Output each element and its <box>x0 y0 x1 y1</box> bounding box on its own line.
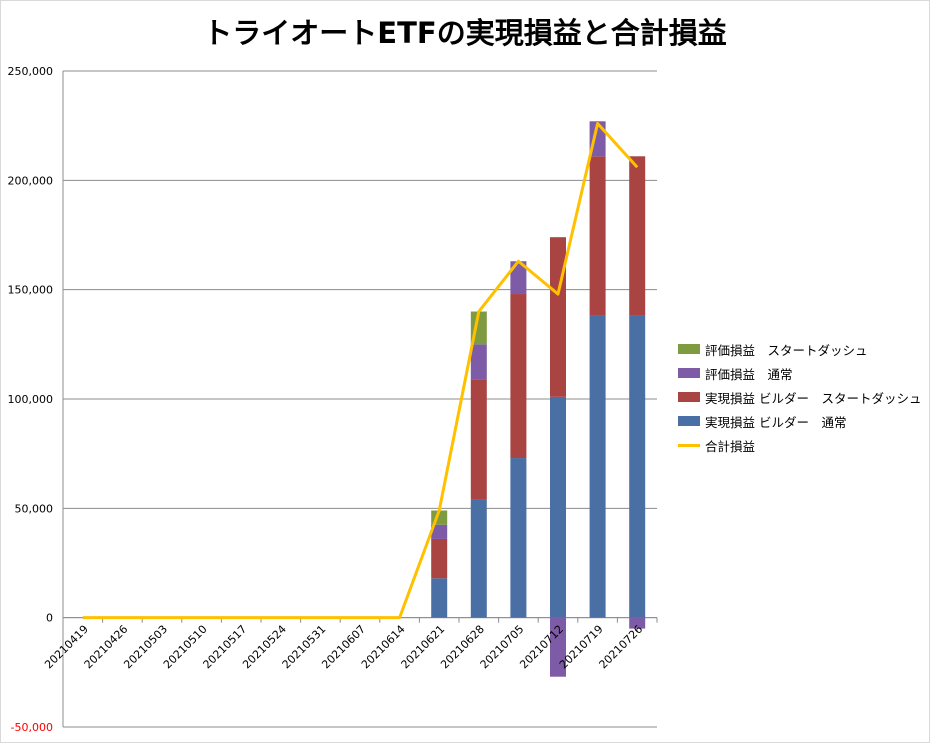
bar-segment <box>470 499 487 618</box>
bar-segment <box>431 578 448 618</box>
legend-label: 評価損益 スタートダッシュ <box>705 343 868 358</box>
bar-segment <box>431 538 448 579</box>
legend-label: 実現損益 ビルダー 通常 <box>705 415 847 430</box>
legend-swatch <box>678 416 700 426</box>
legend-swatch <box>678 392 700 402</box>
legend-swatch <box>678 444 700 447</box>
y-tick-label: 150,000 <box>8 284 54 297</box>
bar-segment <box>589 315 606 618</box>
y-tick-label: 200,000 <box>8 174 54 187</box>
chart-title: トライオートETFの実現損益と合計損益 <box>203 16 727 50</box>
legend-item: 実現損益 ビルダー 通常 <box>676 412 926 436</box>
bar-segment <box>470 379 487 500</box>
bar-segment <box>470 344 487 380</box>
y-tick-label: 50,000 <box>15 502 54 515</box>
legend-label: 評価損益 通常 <box>705 367 793 382</box>
legend-swatch <box>678 368 700 378</box>
bar-segment <box>629 156 646 316</box>
legend: 評価損益 スタートダッシュ 評価損益 通常実現損益 ビルダー スタートダッシュ 実現… <box>676 340 926 460</box>
legend-label: 合計損益 <box>705 439 756 454</box>
bar-segment <box>431 524 448 539</box>
y-tick-label: 0 <box>46 612 53 625</box>
legend-label: 実現損益 ビルダー スタートダッシュ <box>705 391 922 406</box>
bar-segment <box>589 156 606 316</box>
bar-segment <box>510 458 527 618</box>
legend-swatch <box>678 344 700 354</box>
y-tick-label: 250,000 <box>8 65 54 78</box>
bar-segment <box>550 617 566 677</box>
legend-item: 実現損益 ビルダー スタートダッシュ <box>676 388 926 412</box>
bar-segment <box>550 396 566 618</box>
bar-segment <box>510 294 527 459</box>
legend-item: 合計損益 <box>676 436 926 460</box>
y-tick-label: -50,000 <box>11 721 53 734</box>
bar-segment <box>510 261 527 295</box>
total-line <box>82 121 639 620</box>
y-tick-label: 100,000 <box>8 393 54 406</box>
bar-segment <box>629 315 646 618</box>
bar-segment <box>550 237 566 397</box>
legend-item: 評価損益 スタートダッシュ <box>676 340 926 364</box>
bar-segment <box>629 617 646 629</box>
legend-item: 評価損益 通常 <box>676 364 926 388</box>
